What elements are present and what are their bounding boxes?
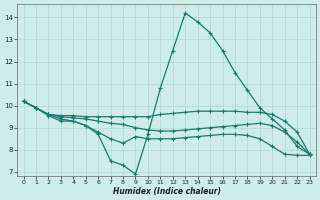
X-axis label: Humidex (Indice chaleur): Humidex (Indice chaleur) <box>113 187 220 196</box>
